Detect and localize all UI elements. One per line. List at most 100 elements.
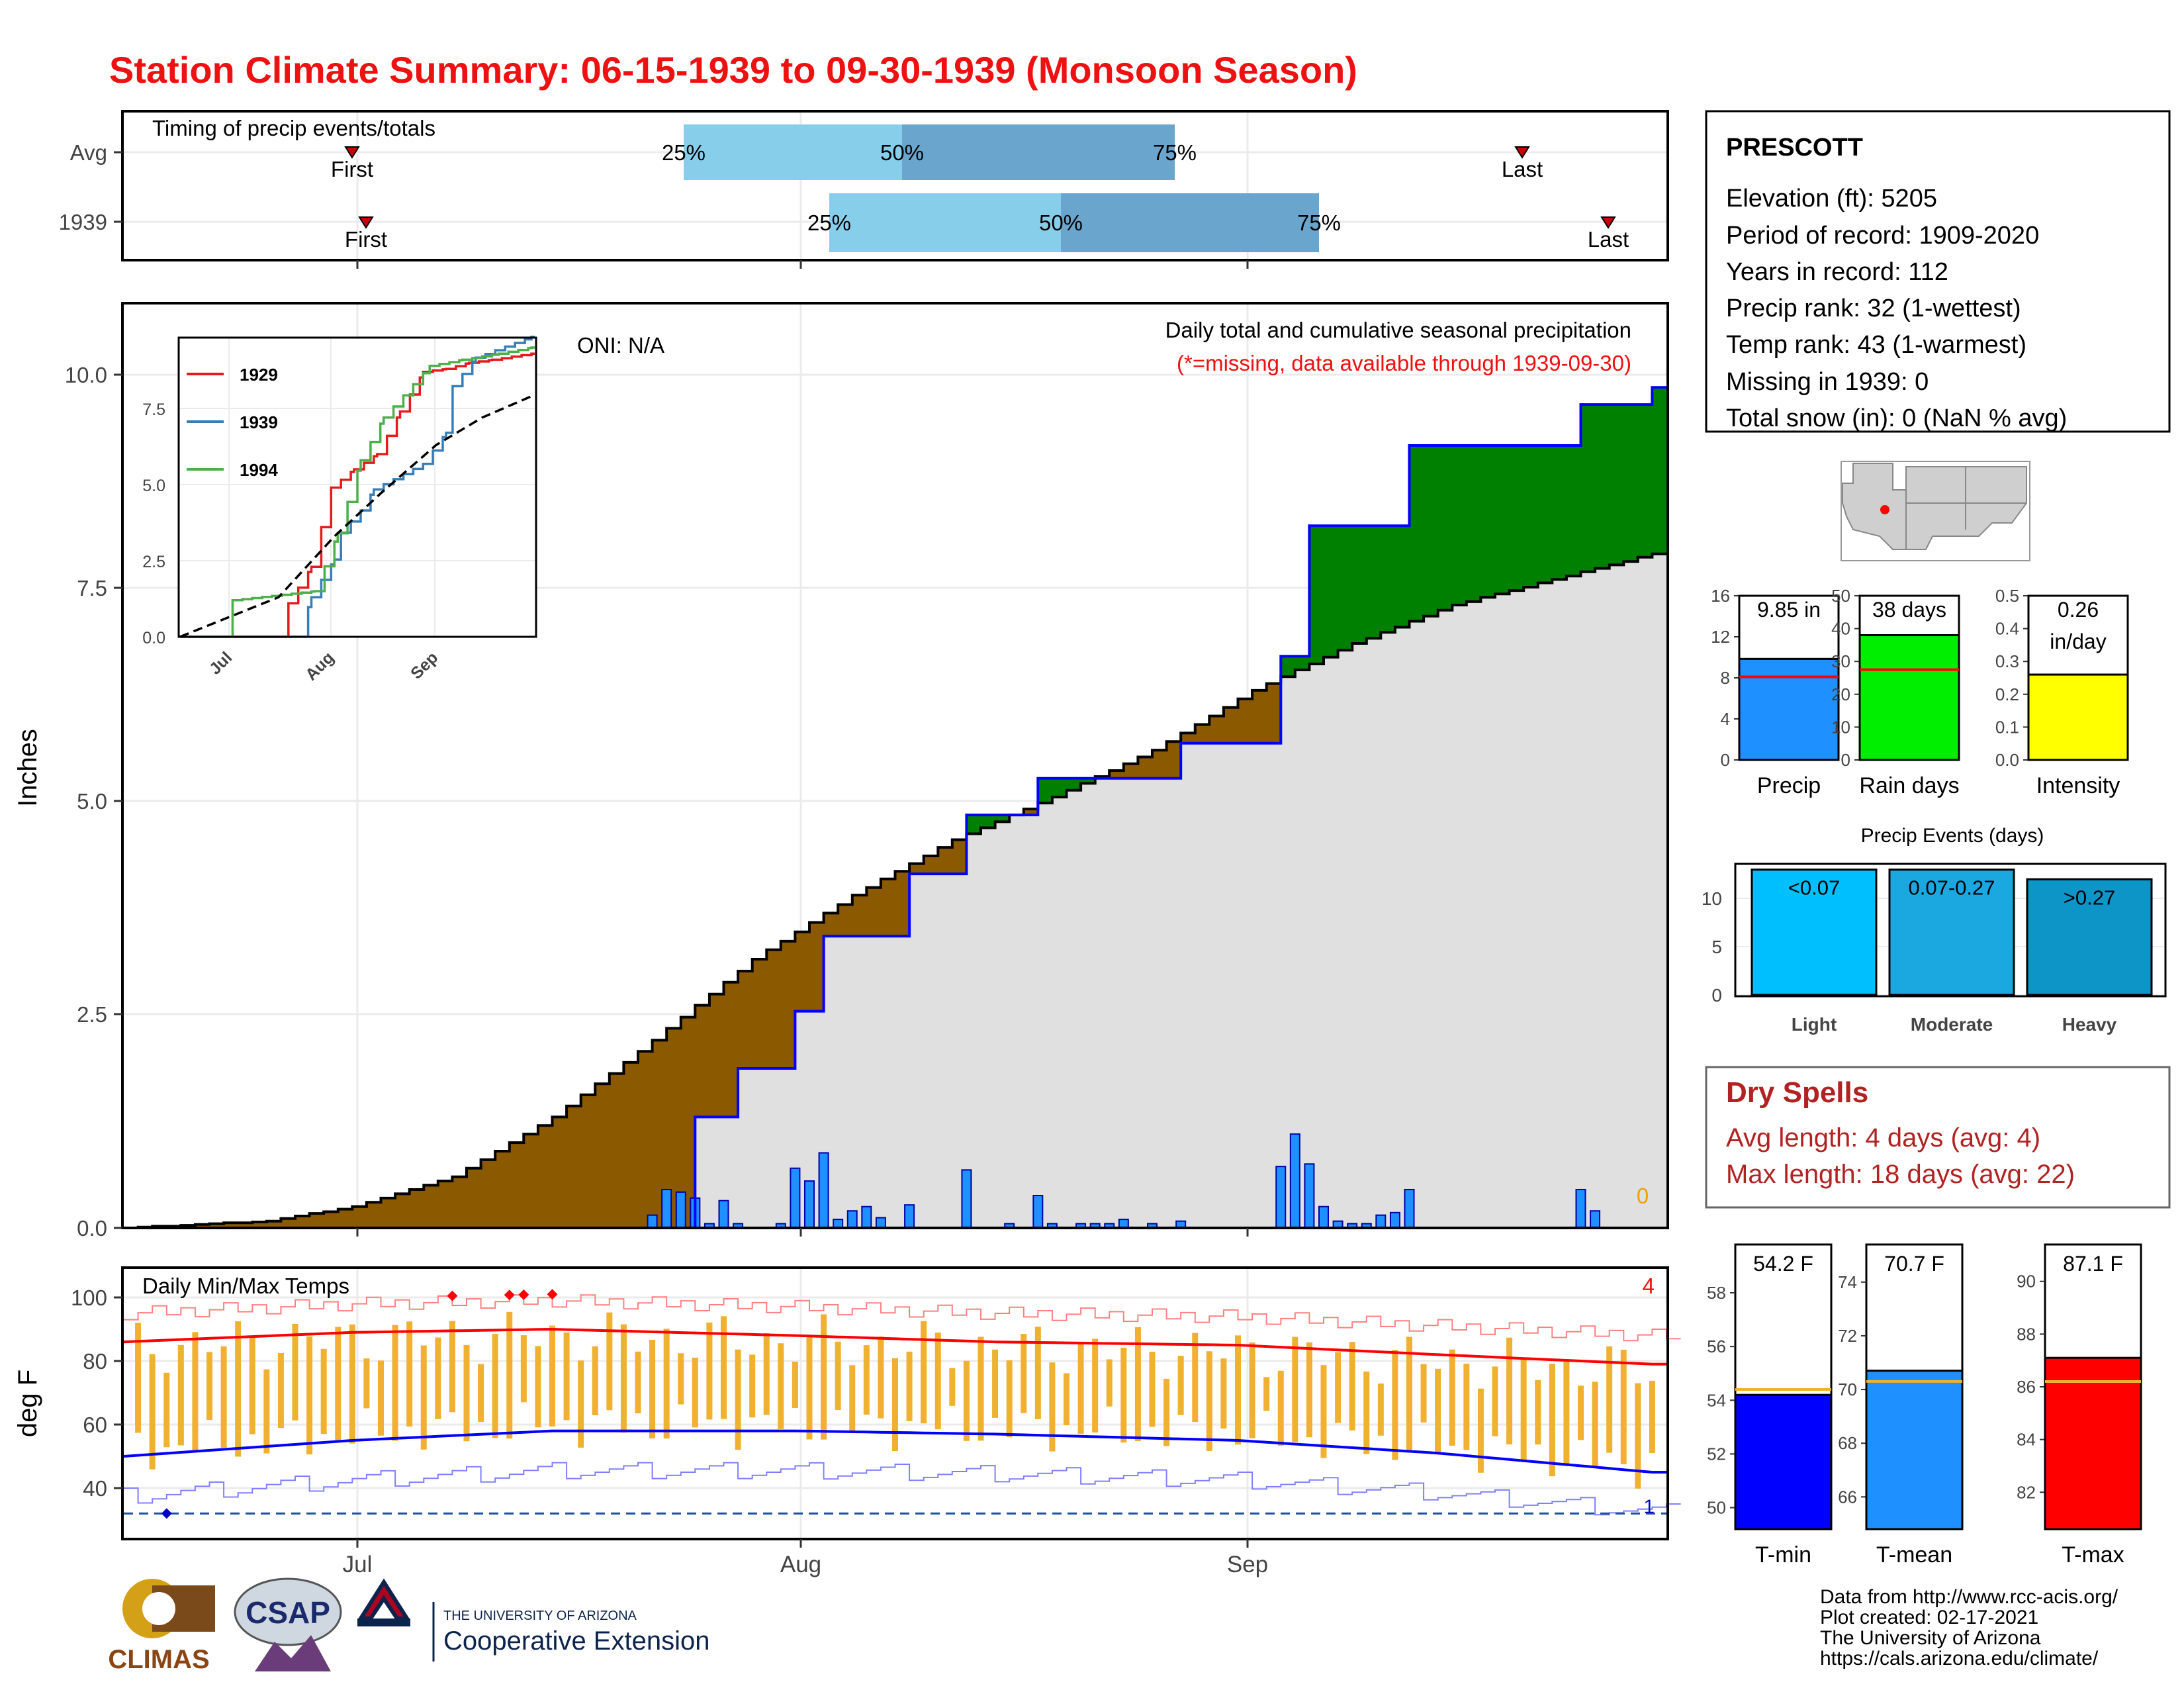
daily-precip-bar bbox=[904, 1204, 915, 1229]
summary-bar-charts: 0 4 8 12 16 9.85 in Precip 0 10 20 30 40 50 38 days Ra… bbox=[1711, 586, 2129, 798]
y1939-q25-q50-box bbox=[829, 193, 1061, 252]
daily-precip-bar bbox=[1304, 1163, 1315, 1229]
daily-temp-bar bbox=[663, 1329, 670, 1439]
inset-series-average bbox=[179, 395, 532, 638]
daily-temp-bar bbox=[649, 1340, 656, 1438]
daily-temp-bar bbox=[349, 1324, 355, 1444]
daily-temp-bar bbox=[1492, 1366, 1498, 1436]
xtick-jul: Jul bbox=[343, 1552, 373, 1577]
temp-summary-ytick: 72 bbox=[1838, 1326, 1857, 1346]
precip-ytick-2: 5.0 bbox=[77, 789, 107, 814]
daily-temp-bar bbox=[520, 1335, 527, 1403]
temp-summary-bar-t-mean bbox=[1865, 1370, 1964, 1530]
daily-precip-bar bbox=[875, 1217, 886, 1229]
avg-q25-q50-box bbox=[684, 124, 902, 180]
timing-row-label-1939: 1939 bbox=[59, 210, 107, 234]
locator-map bbox=[1841, 461, 2030, 561]
daily-temp-bar bbox=[721, 1316, 727, 1419]
daily-temp-bar bbox=[992, 1349, 999, 1418]
dry-spells-box: Dry Spells Avg length: 4 days (avg: 4) M… bbox=[1705, 1066, 2171, 1209]
daily-temp-bar bbox=[1506, 1337, 1513, 1445]
daily-temp-bar bbox=[392, 1325, 398, 1441]
avg-last-marker bbox=[1514, 146, 1530, 159]
precip-event-bar-moderate bbox=[1888, 868, 2015, 996]
events-ytick-5: 5 bbox=[1711, 937, 1722, 957]
footer-line-3: The University of Arizona bbox=[1820, 1627, 2041, 1649]
timing-panel: Timing of precip events/totals Avg 1939 … bbox=[59, 110, 1669, 269]
daily-temp-bar bbox=[1177, 1356, 1184, 1415]
y1939-q50-label: 50% bbox=[1039, 211, 1083, 235]
precip-y-axis-label: Inches bbox=[13, 729, 42, 807]
temp-summary-bar-t-max bbox=[2044, 1356, 2142, 1530]
daily-temp-bar bbox=[892, 1358, 898, 1452]
daily-temp-bar bbox=[1349, 1342, 1355, 1430]
daily-temp-bar bbox=[1277, 1370, 1284, 1446]
daily-temp-bar bbox=[592, 1346, 598, 1415]
temp-panel: Daily Min/Max Temps 4 1 40 60 80 100 deg… bbox=[13, 1266, 1681, 1577]
inset-series-layer bbox=[179, 336, 535, 638]
daily-temp-bar bbox=[449, 1321, 455, 1413]
daily-temp-bar bbox=[363, 1358, 370, 1409]
daily-precip-bar bbox=[661, 1188, 672, 1229]
summary-ytick: 0.5 bbox=[1995, 586, 2019, 606]
avg-first-marker bbox=[344, 146, 360, 159]
temp-ytick-80: 80 bbox=[83, 1349, 107, 1374]
daily-precip-bar bbox=[861, 1205, 872, 1229]
daily-temp-bar bbox=[163, 1372, 170, 1448]
temp-summary-ytick: 82 bbox=[2017, 1482, 2036, 1502]
daily-precip-bar bbox=[804, 1180, 815, 1229]
daily-temp-bar bbox=[1477, 1388, 1484, 1473]
daily-temp-bar bbox=[549, 1325, 555, 1427]
y1939-q75-label: 75% bbox=[1297, 211, 1341, 235]
summary-ytick: 8 bbox=[1721, 668, 1730, 688]
summary-value-label: 9.85 in bbox=[1757, 598, 1821, 622]
daily-temp-bar bbox=[963, 1360, 970, 1441]
temp-summary-ytick: 54 bbox=[1707, 1390, 1726, 1410]
daily-temp-bar bbox=[1377, 1383, 1384, 1436]
daily-temp-bar bbox=[406, 1321, 413, 1427]
summary-ytick: 16 bbox=[1711, 586, 1730, 606]
summary-ytick: 0.2 bbox=[1995, 684, 2019, 704]
precip-event-value: <0.07 bbox=[1788, 876, 1840, 900]
summary-ytick: 0.0 bbox=[1995, 750, 2019, 770]
summary-ytick: 20 bbox=[1831, 684, 1850, 704]
daily-precip-bar bbox=[1375, 1214, 1387, 1229]
inset-legend: 1929 1939 1994 bbox=[187, 365, 278, 480]
daily-temp-bar bbox=[1149, 1351, 1156, 1427]
temp-summary-ytick: 50 bbox=[1707, 1498, 1726, 1518]
station-snow: Total snow (in): 0 (NaN % avg) bbox=[1726, 404, 2067, 432]
dry-spells-avg: Avg length: 4 days (avg: 4) bbox=[1726, 1123, 2040, 1152]
avg-q50-label: 50% bbox=[880, 140, 924, 165]
summary-ytick: 0 bbox=[1841, 750, 1850, 770]
daily-precip-bar bbox=[961, 1169, 972, 1229]
temp-y-axis-label: deg F bbox=[13, 1370, 42, 1437]
oni-label: ONI: N/A bbox=[577, 333, 664, 357]
daily-temp-bar bbox=[635, 1351, 641, 1414]
daily-precip-bar bbox=[1404, 1188, 1415, 1229]
daily-temp-bar bbox=[949, 1368, 956, 1406]
precip-event-value: 0.07-0.27 bbox=[1909, 876, 1995, 900]
daily-precip-bar bbox=[1318, 1205, 1329, 1229]
daily-temp-bar bbox=[1106, 1359, 1113, 1407]
daily-temp-bar bbox=[463, 1344, 470, 1442]
summary-bar-label: Rain days bbox=[1859, 773, 1959, 798]
inset-chart: 0.0 2.5 5.0 7.5 Jul Aug Sep 1929 1939 19… bbox=[142, 336, 537, 684]
daily-temp-bar bbox=[706, 1322, 713, 1420]
daily-temp-bar bbox=[1363, 1371, 1370, 1454]
baseline-area bbox=[124, 553, 1666, 1228]
summary-bar-precip bbox=[1738, 657, 1840, 761]
footer-line-1: Data from http://www.rcc-acis.org/ bbox=[1820, 1586, 2118, 1608]
precip-event-label: Light bbox=[1792, 1014, 1837, 1035]
daily-temp-bar bbox=[149, 1354, 156, 1470]
precip-ytick-3: 7.5 bbox=[77, 576, 107, 600]
precip-missing-caption: (*=missing, data available through 1939-… bbox=[1177, 351, 1631, 375]
daily-temp-bar bbox=[335, 1327, 341, 1441]
daily-temp-bar bbox=[1435, 1368, 1441, 1454]
summary-ytick: 0.1 bbox=[1995, 717, 2019, 737]
inset-ytick-3: 7.5 bbox=[142, 400, 165, 419]
events-ytick-0: 0 bbox=[1711, 985, 1722, 1006]
daily-temp-bar bbox=[1292, 1336, 1298, 1442]
station-missing: Missing in 1939: 0 bbox=[1726, 368, 1929, 396]
record-high-marker bbox=[547, 1289, 558, 1300]
